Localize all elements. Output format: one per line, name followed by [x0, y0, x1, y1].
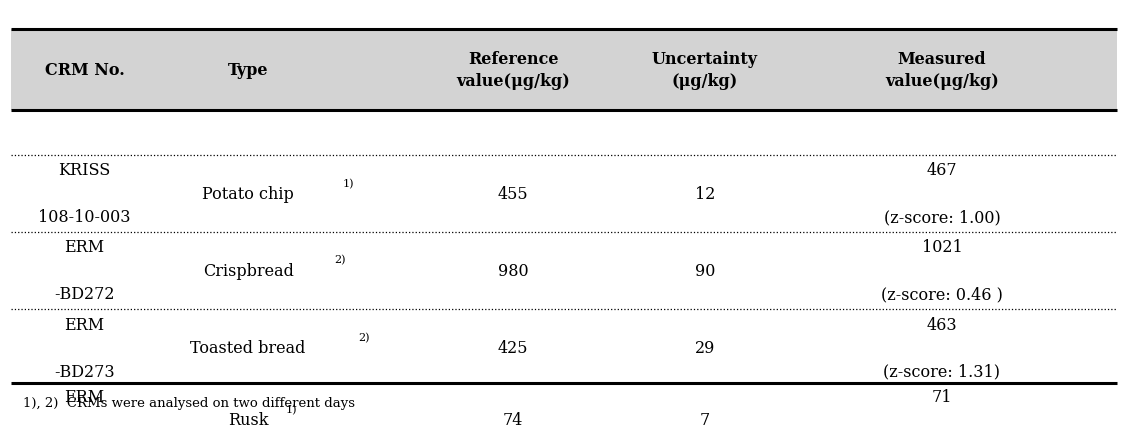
- Text: 1021: 1021: [922, 239, 962, 256]
- Text: -BD273: -BD273: [54, 363, 115, 380]
- Text: (z-score: 1.00): (z-score: 1.00): [883, 209, 1001, 226]
- Text: (z-score: 1.31): (z-score: 1.31): [883, 363, 1001, 380]
- Text: ERM: ERM: [64, 388, 105, 405]
- Text: 425: 425: [497, 340, 529, 357]
- Text: Potato chip: Potato chip: [202, 185, 294, 202]
- Text: (z-score: 0.46 ): (z-score: 0.46 ): [881, 285, 1003, 302]
- Text: 71: 71: [932, 388, 952, 405]
- Text: 90: 90: [695, 262, 715, 279]
- Text: 7: 7: [699, 411, 711, 426]
- Text: Type: Type: [228, 62, 268, 79]
- Text: 74: 74: [503, 411, 523, 426]
- Text: Uncertainty
(μg/kg): Uncertainty (μg/kg): [652, 51, 758, 90]
- Text: 12: 12: [695, 185, 715, 202]
- Text: Measured
value(μg/kg): Measured value(μg/kg): [885, 51, 998, 90]
- Text: 29: 29: [695, 340, 715, 357]
- Text: 463: 463: [926, 316, 958, 333]
- Text: 1): 1): [287, 404, 298, 414]
- Text: Rusk: Rusk: [228, 411, 268, 426]
- Text: Crispbread: Crispbread: [203, 262, 293, 279]
- Text: 467: 467: [926, 162, 958, 179]
- Text: ERM: ERM: [64, 316, 105, 333]
- Text: 980: 980: [497, 262, 529, 279]
- Text: Reference
value(μg/kg): Reference value(μg/kg): [457, 51, 570, 90]
- Text: Toasted bread: Toasted bread: [191, 340, 306, 357]
- Text: -BD272: -BD272: [54, 285, 115, 302]
- Text: 108-10-003: 108-10-003: [38, 209, 131, 226]
- Text: CRM No.: CRM No.: [45, 62, 124, 79]
- Text: 2): 2): [334, 255, 346, 265]
- Text: 455: 455: [497, 185, 529, 202]
- Text: 2): 2): [359, 332, 370, 343]
- Text: ERM: ERM: [64, 239, 105, 256]
- Text: KRISS: KRISS: [59, 162, 111, 179]
- Text: 1): 1): [343, 178, 354, 188]
- Text: 1), 2)  CRMs were analysed on two different days: 1), 2) CRMs were analysed on two differe…: [23, 396, 354, 409]
- Bar: [11, 30, 1117, 111]
